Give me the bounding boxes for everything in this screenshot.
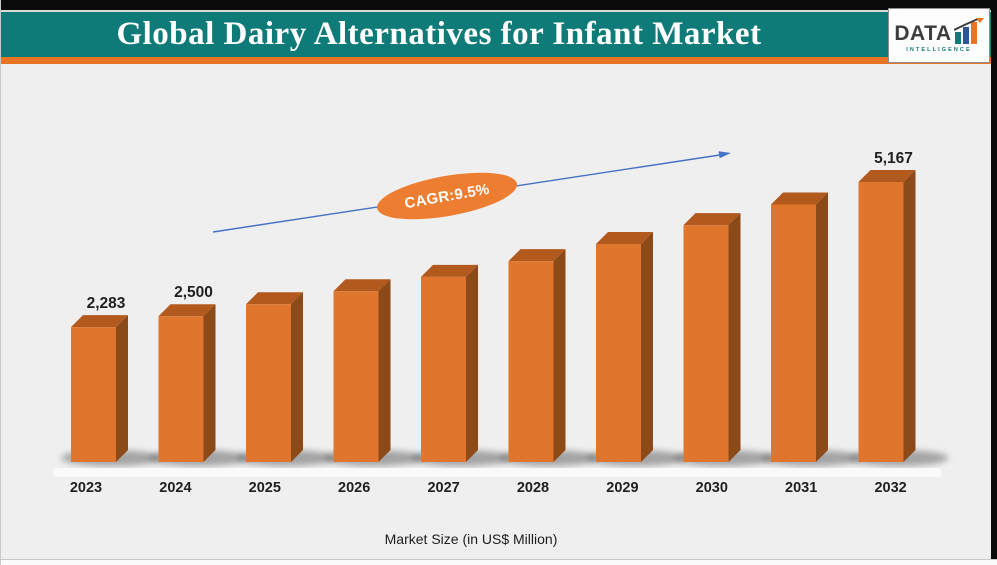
header-band: Global Dairy Alternatives for Infant Mar…: [1, 10, 997, 57]
year-label-2029: 2029: [606, 480, 639, 496]
bar-2026: [333, 279, 391, 462]
bar-2029: [596, 231, 653, 462]
floor-band: [53, 468, 941, 477]
logo-bars-icon: [953, 18, 984, 44]
bar-2030: [683, 213, 741, 462]
year-label-2025: 2025: [248, 480, 281, 496]
right-border: [991, 0, 997, 565]
bar-2024: [158, 304, 216, 462]
data-label-2023: 2,283: [86, 295, 126, 313]
header-accent-strip: [1, 57, 997, 64]
brand-logo: DATA INTELLIGENCE: [888, 8, 990, 63]
page-title: Global Dairy Alternatives for Infant Mar…: [116, 16, 762, 52]
logo-row: DATA: [894, 18, 984, 46]
bar-2023: [71, 315, 128, 462]
cagr-label: CAGR:9.5%: [403, 180, 491, 212]
bar-2032: [858, 170, 916, 462]
top-border: [1, 0, 997, 10]
year-label-2024: 2024: [159, 480, 192, 496]
bar-2028: [508, 249, 566, 462]
bar-2025: [246, 292, 303, 462]
bar-2027: [421, 264, 478, 462]
data-label-2032: 5,167: [874, 150, 913, 167]
year-label-2023: 2023: [69, 480, 103, 496]
year-label-2028: 2028: [516, 480, 550, 496]
logo-brand-text: DATA: [894, 22, 952, 46]
year-label-2026: 2026: [338, 480, 371, 496]
year-label-2032: 2032: [874, 480, 907, 496]
axis-caption: Market Size (in US$ Million): [384, 531, 558, 547]
year-label-2031: 2031: [785, 480, 818, 496]
trend-arrow-head: [718, 151, 731, 159]
bottom-strip: [1, 559, 997, 565]
bar-2031: [771, 192, 828, 462]
year-label-2027: 2027: [427, 480, 460, 496]
data-label-2024: 2,500: [174, 284, 213, 302]
year-label-2030: 2030: [695, 480, 728, 496]
logo-subtitle-text: INTELLIGENCE: [906, 47, 972, 53]
